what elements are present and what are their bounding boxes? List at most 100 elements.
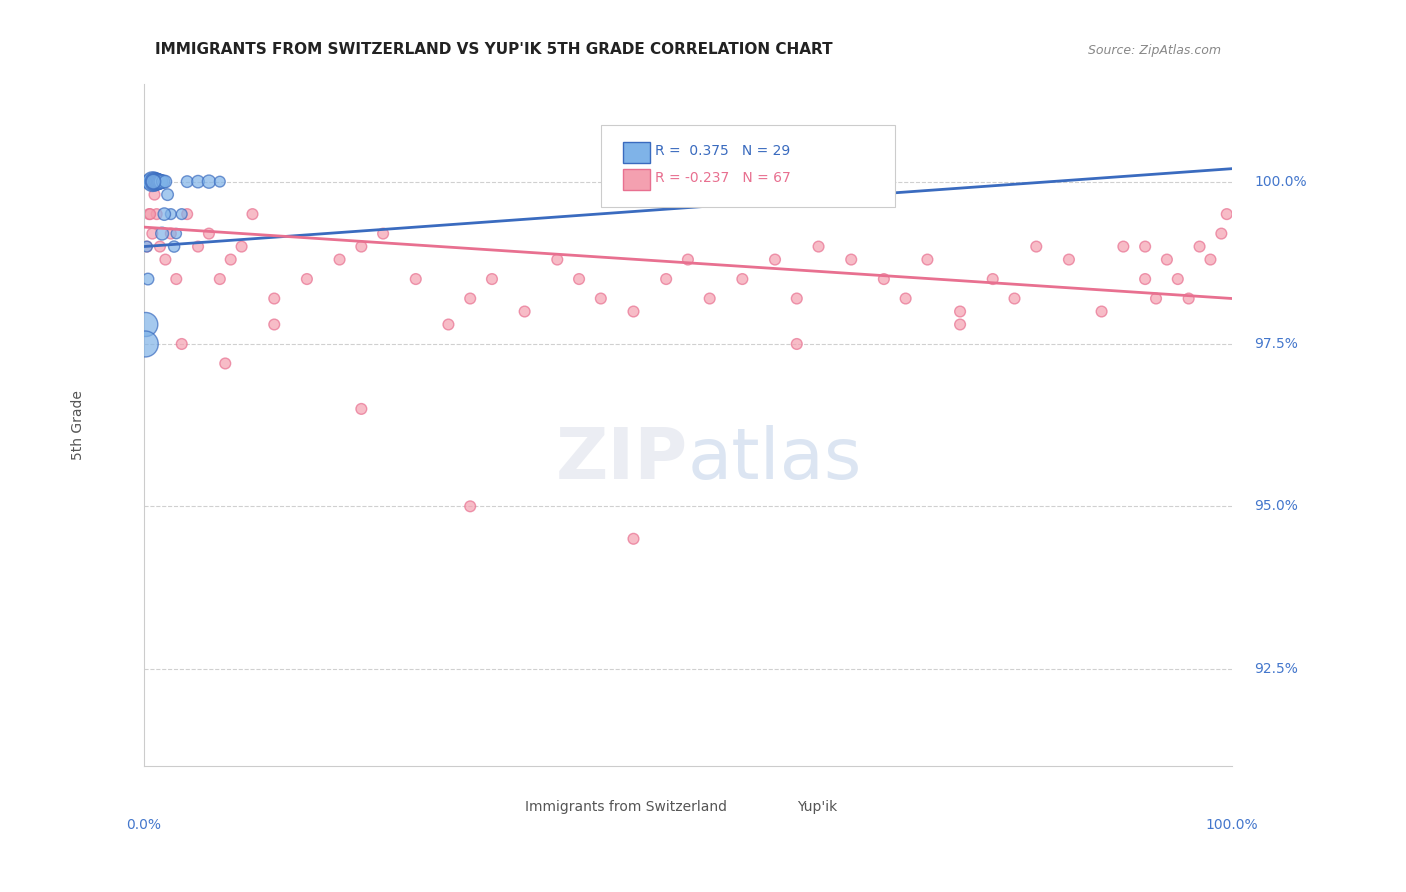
Point [263, 292, 285, 306]
Point [219, 252, 242, 267]
Point [136, 272, 159, 286]
Point [786, 337, 808, 351]
Point [513, 304, 536, 318]
Point [141, 175, 163, 189]
Point [160, 207, 183, 221]
Point [153, 207, 176, 221]
Text: Immigrants from Switzerland: Immigrants from Switzerland [524, 800, 727, 814]
Point [242, 207, 264, 221]
Point [141, 227, 163, 241]
Point [165, 272, 187, 286]
Point [148, 175, 170, 189]
Point [589, 292, 612, 306]
Text: R = -0.237   N = 67: R = -0.237 N = 67 [655, 171, 792, 186]
Point [231, 239, 253, 253]
Point [214, 356, 236, 370]
Point [150, 227, 173, 241]
Text: 5th Grade: 5th Grade [72, 390, 86, 460]
Point [141, 175, 163, 189]
Point [981, 272, 1004, 286]
Point [165, 227, 187, 241]
Point [329, 252, 352, 267]
Point [135, 239, 157, 253]
Point [176, 207, 198, 221]
Point [198, 227, 221, 241]
Point [295, 272, 318, 286]
Point [139, 175, 162, 189]
Point [187, 239, 209, 253]
Point [437, 318, 460, 332]
Point [786, 292, 808, 306]
Point [1025, 239, 1047, 253]
Point [917, 252, 939, 267]
Point [1144, 292, 1167, 306]
Point [1133, 272, 1156, 286]
Point [839, 252, 862, 267]
Text: Source: ZipAtlas.com: Source: ZipAtlas.com [1088, 44, 1222, 57]
Point [949, 304, 972, 318]
Point [1057, 252, 1080, 267]
Text: 100.0%: 100.0% [1254, 175, 1306, 188]
Point [1199, 252, 1222, 267]
FancyBboxPatch shape [623, 142, 650, 162]
Point [198, 175, 221, 189]
Point [160, 227, 183, 241]
Text: 97.5%: 97.5% [1254, 337, 1298, 351]
Point [143, 175, 166, 189]
Point [145, 175, 167, 189]
Point [731, 272, 754, 286]
Text: 100.0%: 100.0% [1206, 818, 1258, 832]
Point [458, 500, 481, 514]
Point [546, 252, 568, 267]
Point [1004, 292, 1026, 306]
Text: 95.0%: 95.0% [1254, 500, 1298, 513]
Point [208, 175, 231, 189]
Point [145, 175, 167, 189]
Point [481, 272, 503, 286]
Point [405, 272, 427, 286]
Text: R =  0.375   N = 29: R = 0.375 N = 29 [655, 144, 790, 158]
FancyBboxPatch shape [492, 799, 516, 816]
Point [371, 227, 394, 241]
Point [1133, 239, 1156, 253]
Point [807, 239, 830, 253]
Text: 92.5%: 92.5% [1254, 662, 1298, 675]
Point [894, 292, 917, 306]
Point [699, 292, 721, 306]
Point [142, 175, 165, 189]
Point [623, 304, 645, 318]
Point [155, 175, 177, 189]
Text: Yup'ik: Yup'ik [797, 800, 837, 814]
Point [263, 318, 285, 332]
Point [170, 337, 193, 351]
Point [187, 175, 209, 189]
Point [1156, 252, 1178, 267]
Point [1167, 272, 1189, 286]
Point [1090, 304, 1112, 318]
Point [146, 175, 169, 189]
Point [458, 292, 481, 306]
Text: ZIP: ZIP [555, 425, 688, 494]
Point [145, 207, 167, 221]
Point [155, 252, 177, 267]
Point [163, 239, 186, 253]
Point [152, 175, 174, 189]
Point [655, 272, 678, 286]
Point [156, 187, 179, 202]
Point [138, 207, 160, 221]
Point [1112, 239, 1135, 253]
Point [873, 272, 896, 286]
Point [1177, 292, 1199, 306]
Point [949, 318, 972, 332]
Point [176, 175, 198, 189]
Point [1211, 227, 1233, 241]
Point [135, 239, 157, 253]
Point [1188, 239, 1211, 253]
Point [1216, 207, 1239, 221]
Point [350, 239, 373, 253]
Point [149, 239, 172, 253]
Point [135, 318, 157, 332]
Text: atlas: atlas [688, 425, 862, 494]
Point [623, 532, 645, 546]
Point [568, 272, 591, 286]
